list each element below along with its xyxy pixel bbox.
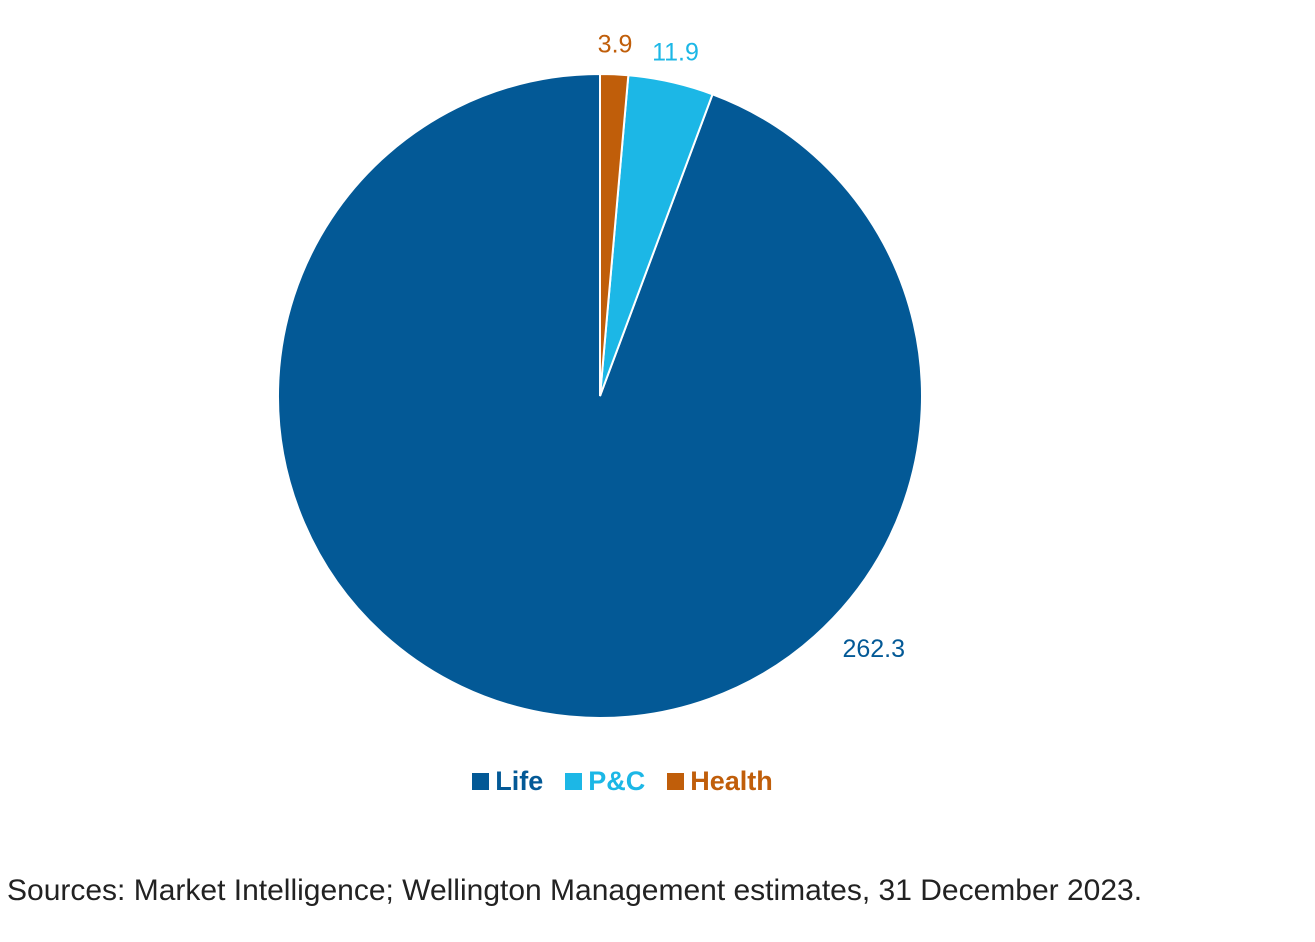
legend-swatch-pc (565, 773, 583, 790)
legend-item-pc: P&C (565, 766, 645, 797)
legend-label-life: Life (495, 766, 544, 796)
legend-item-life: Life (472, 766, 543, 797)
legend-item-health: Health (667, 766, 773, 797)
legend-swatch-health (667, 773, 685, 790)
data-label-life: 262.3 (842, 635, 905, 663)
source-note: Sources: Market Intelligence; Wellington… (7, 874, 1143, 907)
legend-label-pc: P&C (588, 766, 646, 796)
legend-swatch-life (472, 773, 490, 790)
legend-label-health: Health (690, 766, 773, 796)
chart-legend: Life P&C Health (0, 766, 1245, 797)
pie-slice-health (599, 72, 630, 397)
data-label-pc: 11.9 (652, 38, 699, 66)
pie-slices (277, 72, 923, 719)
pie-data-labels: 262.3 11.9 3.9 (598, 30, 905, 663)
data-label-health: 3.9 (598, 30, 633, 58)
